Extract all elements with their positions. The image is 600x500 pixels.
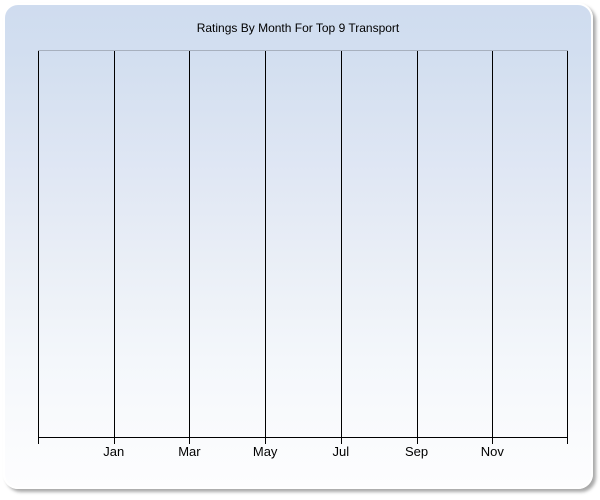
x-axis-tick [567,438,568,444]
vertical-gridline [38,51,39,438]
x-axis-tick [38,438,39,444]
x-axis-tick [492,438,494,444]
x-axis-label: Jan [103,444,125,459]
x-axis-label: Jul [332,444,350,459]
x-axis-line [38,437,568,438]
x-axis-labels: Jan Mar May Jul Sep Nov [38,444,568,464]
vertical-gridline [340,51,342,438]
vertical-gridline [265,51,267,438]
vertical-gridline [492,51,494,438]
vertical-gridline [113,51,115,438]
x-axis-tick [416,438,418,444]
vertical-gridline [416,51,418,438]
x-axis-label: Nov [480,444,504,459]
x-axis-tick [265,438,267,444]
chart-title: Ratings By Month For Top 9 Transport [196,21,400,35]
vertical-gridline [189,51,191,438]
x-axis-label: Sep [404,444,429,459]
x-axis-tick [113,438,115,444]
chart-widget: Ratings By Month For Top 9 Transport [3,3,593,489]
x-axis-tick [340,438,342,444]
vertical-gridline [567,51,568,438]
plot-area [38,50,568,444]
x-axis-tick [189,438,191,444]
x-axis-label: May [252,444,278,459]
x-axis-label: Mar [178,444,201,459]
